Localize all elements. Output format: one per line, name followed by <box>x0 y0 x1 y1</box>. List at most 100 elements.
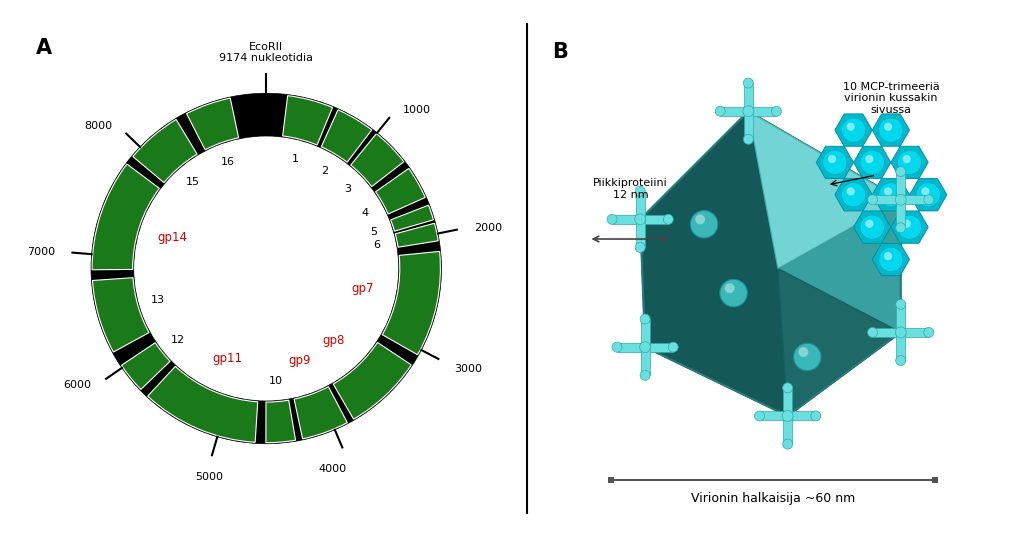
Polygon shape <box>760 411 787 420</box>
Circle shape <box>755 411 765 421</box>
Polygon shape <box>749 111 901 268</box>
Circle shape <box>867 328 878 337</box>
Polygon shape <box>872 328 901 337</box>
Circle shape <box>635 186 645 196</box>
Wedge shape <box>91 93 441 444</box>
Wedge shape <box>92 278 150 352</box>
Polygon shape <box>645 268 901 416</box>
Circle shape <box>794 343 821 371</box>
Circle shape <box>640 371 650 380</box>
Circle shape <box>902 155 911 163</box>
Circle shape <box>847 122 855 131</box>
Text: 8000: 8000 <box>84 121 112 131</box>
Circle shape <box>896 223 905 233</box>
Wedge shape <box>266 400 296 442</box>
Polygon shape <box>872 179 909 211</box>
Circle shape <box>884 252 892 260</box>
Text: 4000: 4000 <box>318 464 346 474</box>
Polygon shape <box>749 107 776 116</box>
Circle shape <box>771 106 781 116</box>
Polygon shape <box>645 343 673 352</box>
Circle shape <box>742 106 754 117</box>
Text: 2000: 2000 <box>474 222 502 233</box>
Polygon shape <box>854 211 891 243</box>
Circle shape <box>895 327 906 338</box>
Circle shape <box>782 383 793 393</box>
Polygon shape <box>783 416 793 444</box>
Text: Virionin halkaisija ~60 nm: Virionin halkaisija ~60 nm <box>691 492 855 505</box>
Polygon shape <box>872 195 901 204</box>
Circle shape <box>822 150 847 175</box>
Polygon shape <box>816 146 854 179</box>
Circle shape <box>640 342 650 353</box>
Circle shape <box>896 355 905 366</box>
Text: 3000: 3000 <box>455 364 482 374</box>
Circle shape <box>842 118 865 142</box>
Bar <box>608 477 613 483</box>
Circle shape <box>897 150 922 175</box>
Polygon shape <box>909 179 947 211</box>
Text: A: A <box>36 38 51 57</box>
Circle shape <box>879 118 903 142</box>
Polygon shape <box>896 172 905 200</box>
Circle shape <box>743 78 754 88</box>
Text: 7000: 7000 <box>28 246 55 257</box>
Circle shape <box>896 299 905 309</box>
Circle shape <box>860 150 885 175</box>
Text: 3: 3 <box>344 184 351 194</box>
Circle shape <box>924 328 934 337</box>
Wedge shape <box>294 387 347 439</box>
Wedge shape <box>382 251 440 355</box>
Polygon shape <box>640 215 669 224</box>
Polygon shape <box>641 347 649 375</box>
Circle shape <box>922 187 930 195</box>
Wedge shape <box>283 96 333 145</box>
Circle shape <box>607 214 617 224</box>
Polygon shape <box>743 111 753 139</box>
Polygon shape <box>872 243 909 275</box>
Polygon shape <box>896 304 905 332</box>
Polygon shape <box>787 411 816 420</box>
Text: gp14: gp14 <box>158 231 187 244</box>
Circle shape <box>884 187 892 195</box>
Wedge shape <box>351 134 403 187</box>
Circle shape <box>720 279 748 307</box>
Circle shape <box>828 155 837 163</box>
Text: Piikkiproteiini
12 nm: Piikkiproteiini 12 nm <box>593 178 668 200</box>
Circle shape <box>799 347 808 357</box>
Polygon shape <box>783 388 793 416</box>
Circle shape <box>865 220 873 228</box>
Text: B: B <box>552 42 567 62</box>
Wedge shape <box>391 205 433 231</box>
Circle shape <box>865 155 873 163</box>
Circle shape <box>811 411 821 421</box>
Circle shape <box>669 342 678 352</box>
Circle shape <box>879 183 903 207</box>
Circle shape <box>924 195 934 205</box>
Wedge shape <box>147 366 258 442</box>
Polygon shape <box>854 146 891 179</box>
Circle shape <box>897 215 922 240</box>
Circle shape <box>847 187 855 195</box>
Polygon shape <box>720 107 749 116</box>
Circle shape <box>896 166 905 177</box>
Wedge shape <box>133 119 198 183</box>
Text: 6: 6 <box>374 240 381 250</box>
Text: 1: 1 <box>292 154 299 164</box>
Text: gp8: gp8 <box>323 333 345 346</box>
Circle shape <box>640 314 650 324</box>
Circle shape <box>743 134 754 144</box>
Text: 6000: 6000 <box>62 380 91 390</box>
Wedge shape <box>333 343 412 419</box>
Text: 10: 10 <box>268 376 283 386</box>
Polygon shape <box>743 83 753 111</box>
Polygon shape <box>896 200 905 228</box>
Circle shape <box>782 410 794 422</box>
Polygon shape <box>749 111 901 268</box>
Text: 5000: 5000 <box>195 472 223 482</box>
Circle shape <box>842 183 865 207</box>
Text: 10 MCP-trimeeriä
virionin kussakin
sivussa: 10 MCP-trimeeriä virionin kussakin sivus… <box>843 82 939 115</box>
Text: EcoRII
9174 nukleotidia: EcoRII 9174 nukleotidia <box>219 42 313 63</box>
Text: 12: 12 <box>171 335 185 345</box>
Polygon shape <box>896 332 905 360</box>
